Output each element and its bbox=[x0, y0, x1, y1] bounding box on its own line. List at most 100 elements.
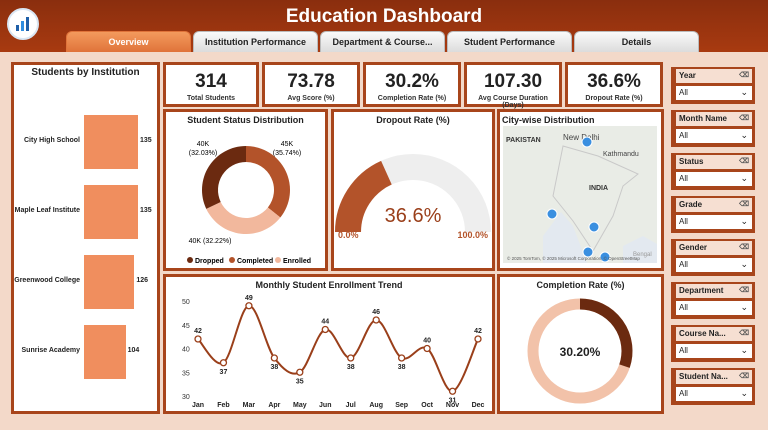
data-point[interactable] bbox=[321, 325, 329, 334]
enrollment-line-chart: 50 45 40 35 30 42 Jan 37 Feb 49 Mar 38 Apr 35 May 44 Jun… bbox=[182, 295, 485, 409]
x-tick-label: Jun bbox=[319, 402, 331, 409]
institution-bar[interactable] bbox=[84, 325, 126, 379]
institution-bar[interactable] bbox=[84, 115, 138, 169]
slicer-grade-header: Grade ⌫ bbox=[676, 198, 752, 212]
slicer-department-dropdown[interactable]: All ⌄ bbox=[676, 301, 752, 315]
clear-filter-icon[interactable]: ⌫ bbox=[739, 373, 749, 380]
slicer-status-dropdown[interactable]: All ⌄ bbox=[676, 172, 752, 186]
data-label: 38 bbox=[398, 364, 406, 371]
slicer-grade-dropdown[interactable]: All ⌄ bbox=[676, 215, 752, 229]
completion-chart-title: Completion Rate (%) bbox=[536, 280, 625, 290]
map-label-india: INDIA bbox=[589, 185, 608, 192]
gauge-max: 100.0% bbox=[457, 230, 488, 240]
slicer-value: All bbox=[679, 346, 688, 355]
chevron-down-icon: ⌄ bbox=[740, 216, 748, 226]
map-point[interactable] bbox=[582, 246, 594, 258]
slicer-course-name: Course Na... ⌫ All ⌄ bbox=[671, 325, 755, 362]
tab-institution-performance[interactable]: Institution Performance bbox=[193, 31, 318, 52]
data-point[interactable] bbox=[397, 354, 406, 362]
data-point[interactable] bbox=[423, 344, 431, 353]
map-point[interactable] bbox=[581, 136, 593, 148]
slicer-department: Department ⌫ All ⌄ bbox=[671, 282, 755, 319]
data-point[interactable] bbox=[296, 368, 304, 376]
institution-bar[interactable] bbox=[84, 255, 135, 309]
completion-ring-fill bbox=[579, 298, 633, 368]
slicer-month-dropdown[interactable]: All ⌄ bbox=[676, 129, 752, 143]
clear-filter-icon[interactable]: ⌫ bbox=[739, 201, 749, 208]
donut-legend: Dropped Completed Enrolled bbox=[187, 257, 311, 265]
clear-filter-icon[interactable]: ⌫ bbox=[739, 287, 749, 294]
slicer-label: Status bbox=[679, 157, 704, 166]
tab-details[interactable]: Details bbox=[574, 31, 699, 52]
status-donut-chart: 40K (32.03%) 45K (35.74%) 40K (32.22%) Dro… bbox=[187, 141, 311, 265]
y-tick-label: 45 bbox=[182, 323, 190, 330]
slicer-course-dropdown[interactable]: All ⌄ bbox=[676, 344, 752, 358]
slicer-department-header: Department ⌫ bbox=[676, 284, 752, 298]
donut-label-enrolled: 40K (32.22%) bbox=[189, 238, 232, 245]
x-tick-label: Dec bbox=[472, 402, 485, 409]
data-point[interactable] bbox=[194, 335, 202, 343]
map-point[interactable] bbox=[599, 251, 611, 263]
kpi-total-students: 314 Total Students bbox=[163, 62, 259, 107]
slicer-student-name: Student Na... ⌫ All ⌄ bbox=[671, 368, 755, 405]
kpi-label: Avg Score (%) bbox=[287, 95, 335, 102]
legend-completed: Completed bbox=[237, 258, 273, 265]
map-sea bbox=[543, 212, 587, 263]
data-point[interactable] bbox=[372, 316, 380, 324]
map-border bbox=[552, 145, 639, 252]
data-label: 35 bbox=[296, 378, 304, 385]
map-point[interactable] bbox=[546, 208, 558, 220]
map-point[interactable] bbox=[588, 221, 600, 233]
completion-ring: 30.20% bbox=[527, 298, 633, 404]
slicer-label: Department bbox=[679, 286, 724, 295]
donut-slice-enrolled[interactable] bbox=[206, 201, 281, 234]
institution-bar[interactable] bbox=[84, 185, 138, 239]
slicer-gender-dropdown[interactable]: All ⌄ bbox=[676, 258, 752, 272]
slicer-label: Course Na... bbox=[679, 329, 726, 338]
slicer-year-dropdown[interactable]: All ⌄ bbox=[676, 86, 752, 100]
data-label: 38 bbox=[270, 364, 278, 371]
clear-filter-icon[interactable]: ⌫ bbox=[739, 244, 749, 251]
chevron-down-icon: ⌄ bbox=[740, 302, 748, 312]
clear-filter-icon[interactable]: ⌫ bbox=[739, 330, 749, 337]
gauge-value: 36.6% bbox=[385, 205, 442, 227]
city-map[interactable]: PAKISTAN New Delhi Kathmandu INDIA Benga… bbox=[503, 126, 657, 263]
completion-rate-panel: Completion Rate (%) 30.20% bbox=[497, 274, 664, 414]
donut-slice-completed[interactable] bbox=[246, 146, 290, 218]
institution-bar-label: Greenwood College bbox=[14, 277, 80, 284]
data-point[interactable] bbox=[219, 359, 228, 367]
map-land bbox=[503, 126, 657, 263]
kpi-value: 30.2% bbox=[385, 71, 439, 92]
dashboard-logo-icon bbox=[7, 8, 39, 40]
students-by-institution-panel: Students by Institution City High School… bbox=[11, 62, 160, 414]
map-label-bengal: Bengal bbox=[633, 252, 652, 258]
donut-slice-dropped[interactable] bbox=[202, 146, 246, 209]
chevron-down-icon: ⌄ bbox=[740, 345, 748, 355]
legend-enrolled: Enrolled bbox=[283, 258, 311, 265]
map-label-new-delhi: New Delhi bbox=[563, 133, 600, 142]
slicer-status-header: Status ⌫ bbox=[676, 155, 752, 169]
slicer-value: All bbox=[679, 131, 688, 140]
map-bay bbox=[623, 236, 657, 263]
clear-filter-icon[interactable]: ⌫ bbox=[739, 115, 749, 122]
data-point[interactable] bbox=[448, 387, 457, 395]
x-tick-label: May bbox=[293, 402, 307, 409]
tab-overview[interactable]: Overview bbox=[66, 31, 191, 52]
x-tick-label: Jan bbox=[192, 402, 204, 409]
chevron-down-icon: ⌄ bbox=[740, 130, 748, 140]
data-point[interactable] bbox=[347, 354, 355, 362]
data-point[interactable] bbox=[245, 302, 253, 310]
chevron-down-icon: ⌄ bbox=[740, 388, 748, 398]
slicer-month-header: Month Name ⌫ bbox=[676, 112, 752, 126]
legend-marker-dropped bbox=[187, 257, 193, 263]
status-chart-title: Student Status Distribution bbox=[187, 115, 304, 125]
data-point[interactable] bbox=[270, 354, 279, 362]
data-point[interactable] bbox=[474, 335, 482, 343]
clear-filter-icon[interactable]: ⌫ bbox=[739, 72, 749, 79]
tab-department-course[interactable]: Department & Course... bbox=[320, 31, 445, 52]
clear-filter-icon[interactable]: ⌫ bbox=[739, 158, 749, 165]
data-label: 42 bbox=[194, 328, 202, 335]
tab-student-performance[interactable]: Student Performance bbox=[447, 31, 572, 52]
slicer-student-dropdown[interactable]: All ⌄ bbox=[676, 387, 752, 401]
y-tick-label: 50 bbox=[182, 299, 190, 306]
